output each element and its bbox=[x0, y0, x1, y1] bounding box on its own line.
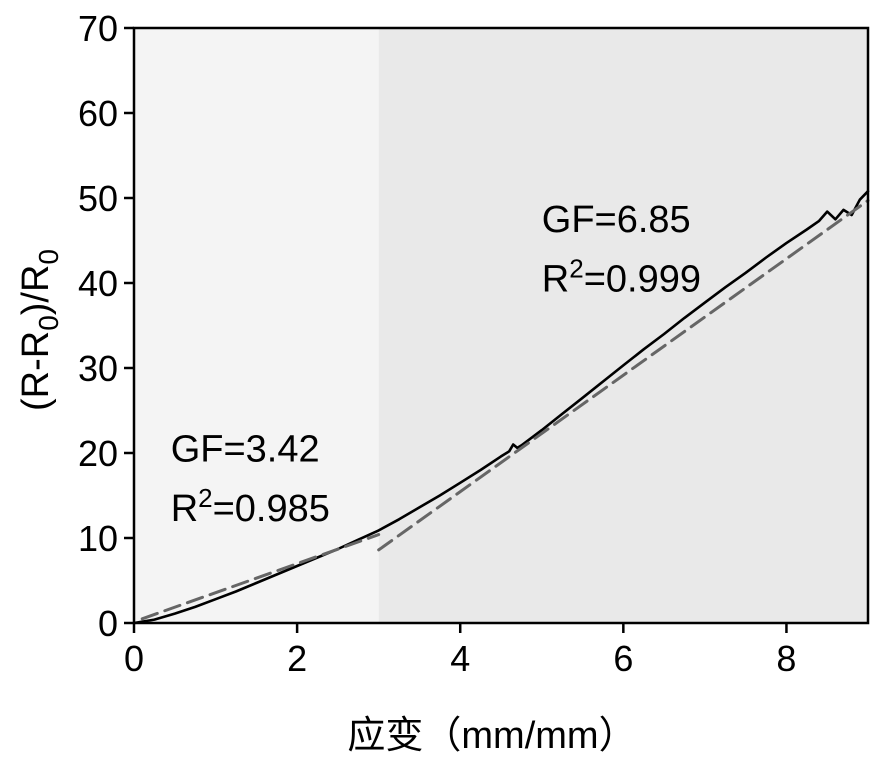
y-tick-label: 50 bbox=[78, 178, 118, 219]
y-tick-label: 10 bbox=[78, 518, 118, 559]
y-axis-ticks: 0 10 20 30 40 50 60 70 bbox=[78, 8, 134, 644]
region-1 bbox=[134, 28, 379, 623]
y-axis-label: (R-R0)/R0 bbox=[15, 249, 64, 411]
x-tick-label: 2 bbox=[287, 638, 307, 679]
r2-label-1: R2=0.985 bbox=[171, 483, 330, 530]
x-axis-ticks: 0 2 4 6 8 bbox=[124, 623, 796, 679]
y-tick-label: 70 bbox=[78, 8, 118, 49]
x-axis-label: 应变（mm/mm） bbox=[347, 715, 636, 757]
x-tick-label: 6 bbox=[613, 638, 633, 679]
y-tick-label: 40 bbox=[78, 263, 118, 304]
y-tick-label: 0 bbox=[98, 603, 118, 644]
gf-label-2: GF=6.85 bbox=[542, 199, 691, 241]
x-tick-label: 4 bbox=[450, 638, 470, 679]
background-regions bbox=[134, 28, 868, 623]
gf-label-1: GF=3.42 bbox=[171, 429, 320, 471]
r2-label-2: R2=0.999 bbox=[542, 254, 701, 301]
y-tick-label: 30 bbox=[78, 348, 118, 389]
x-tick-label: 8 bbox=[776, 638, 796, 679]
y-tick-label: 20 bbox=[78, 433, 118, 474]
region-2 bbox=[379, 28, 868, 623]
y-tick-label: 60 bbox=[78, 93, 118, 134]
x-tick-label: 0 bbox=[124, 638, 144, 679]
